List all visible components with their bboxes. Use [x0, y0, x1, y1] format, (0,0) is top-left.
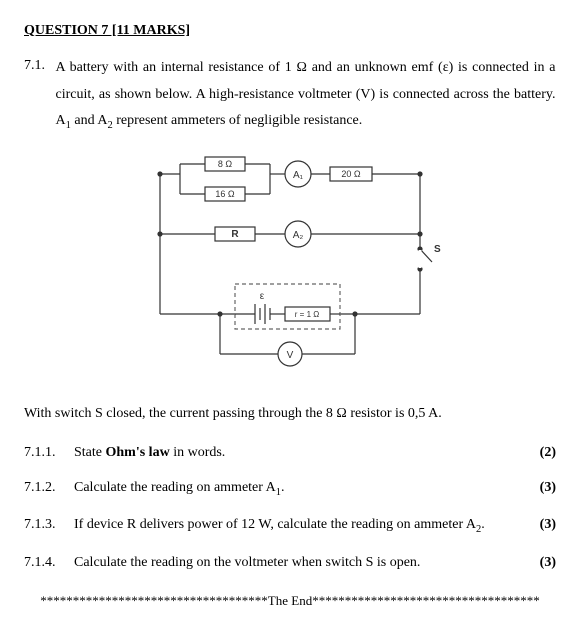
intro-a2-prefix: A — [97, 113, 107, 128]
question-intro: 7.1. A battery with an internal resistan… — [24, 55, 556, 136]
question-heading: QUESTION 7 [11 MARKS] — [24, 20, 556, 41]
subquestion-row: 7.1.3. If device R delivers power of 12 … — [24, 514, 556, 538]
intro-and: and — [71, 113, 97, 128]
intro-p2: represent ammeters of negligible resista… — [113, 113, 363, 128]
subq-number: 7.1.2. — [24, 477, 64, 501]
label-a1: A₁ — [293, 170, 304, 181]
subq-marks: (2) — [540, 442, 556, 463]
subq-marks: (3) — [540, 552, 556, 573]
label-a2: A₂ — [293, 230, 304, 241]
subq-number: 7.1.3. — [24, 514, 64, 538]
subq-text: Calculate the reading on the voltmeter w… — [74, 552, 420, 573]
label-switch: S — [434, 244, 441, 255]
circuit-diagram: 8 Ω 16 Ω 20 Ω A₁ R A₂ V ε r = 1 Ω S — [120, 154, 460, 374]
subquestion-row: 7.1.1. State Ohm's law in words. (2) — [24, 442, 556, 463]
circuit-diagram-container: 8 Ω 16 Ω 20 Ω A₁ R A₂ V ε r = 1 Ω S — [24, 154, 556, 381]
end-line: ***********************************The E… — [24, 591, 556, 611]
label-8ohm: 8 Ω — [218, 159, 233, 169]
label-v: V — [287, 350, 294, 361]
label-R: R — [231, 229, 239, 240]
subq-number: 7.1.1. — [24, 442, 64, 463]
subq-text: Calculate the reading on ammeter A1. — [74, 477, 285, 501]
label-20ohm: 20 Ω — [341, 169, 361, 179]
subquestion-row: 7.1.2. Calculate the reading on ammeter … — [24, 477, 556, 501]
label-16ohm: 16 Ω — [215, 189, 235, 199]
label-eps: ε — [260, 291, 265, 302]
label-r-internal: r = 1 Ω — [295, 310, 319, 319]
subquestion-row: 7.1.4. Calculate the reading on the volt… — [24, 552, 556, 573]
intro-number: 7.1. — [24, 55, 52, 76]
subq-number: 7.1.4. — [24, 552, 64, 573]
given-info: With switch S closed, the current passin… — [24, 403, 556, 424]
subq-marks: (3) — [540, 514, 556, 535]
subq-text: If device R delivers power of 12 W, calc… — [74, 514, 485, 538]
subq-text: State Ohm's law in words. — [74, 442, 225, 463]
intro-p1: A battery with an internal resistance of… — [56, 60, 556, 102]
intro-a1-prefix: A — [56, 113, 66, 128]
subq-marks: (3) — [540, 477, 556, 498]
intro-text: A battery with an internal resistance of… — [56, 55, 556, 136]
